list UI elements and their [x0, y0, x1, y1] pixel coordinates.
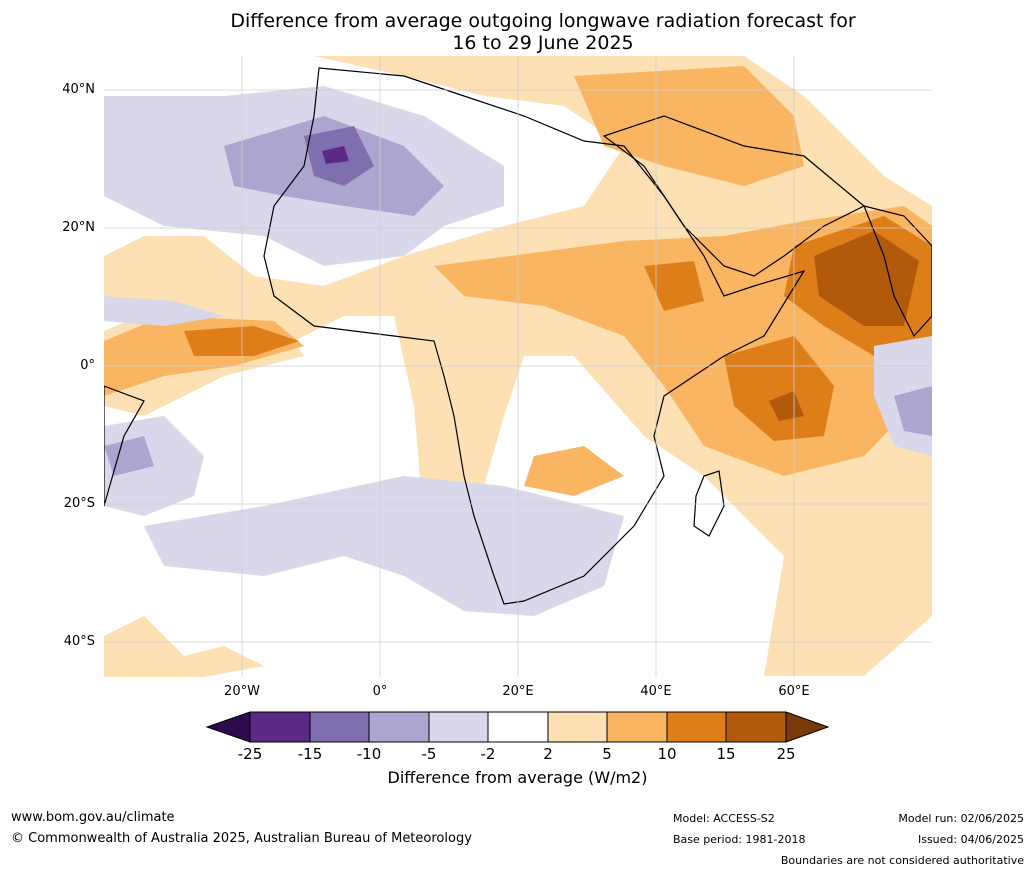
anomaly-region-neg5 [894, 386, 932, 436]
lon-label-60e: 60°E [778, 684, 810, 699]
colorbar-tick: -15 [297, 745, 323, 763]
lat-label-40n: 40°N [62, 82, 95, 97]
colorbar-tick: -25 [237, 745, 263, 763]
lat-label-0: 0° [80, 358, 95, 373]
colorbar-tick: 15 [716, 745, 736, 763]
colorbar-segment-neutral [488, 712, 548, 742]
graticule [104, 56, 932, 677]
colorbar-segment-pos5 [607, 712, 667, 742]
colorbar-tick: -5 [421, 745, 437, 763]
colorbar-tick: 5 [602, 745, 612, 763]
boundaries-note: Boundaries are not considered authoritat… [780, 854, 1024, 867]
title-line-2: 16 to 29 June 2025 [452, 32, 634, 54]
colorbar-segment-neg2 [429, 712, 488, 742]
copyright-text: © Commonwealth of Australia 2025, Austra… [11, 831, 472, 846]
colorbar-extend-right [786, 712, 828, 742]
model-run-date: Model run: 02/06/2025 [898, 812, 1024, 825]
bom-url-link[interactable]: www.bom.gov.au/climate [11, 810, 175, 825]
anomaly-region-pos15 [769, 391, 804, 421]
lat-label-20n: 20°N [62, 220, 95, 235]
base-period: Base period: 1981-2018 [673, 833, 806, 846]
anomaly-region-pos10 [184, 326, 299, 356]
negative-anomaly-layer [104, 86, 932, 616]
south-america-outline [104, 385, 145, 507]
india-outline [863, 205, 932, 338]
anomaly-region-neg2 [144, 476, 624, 616]
lon-label-20w: 20°W [224, 684, 260, 699]
colorbar-tick: -2 [480, 745, 496, 763]
title-line-1: Difference from average outgoing longwav… [230, 10, 856, 32]
map-canvas [104, 56, 932, 677]
colorbar-tick: 25 [776, 745, 796, 763]
colorbar-extend-left [207, 712, 250, 742]
colorbar-title: Difference from average (W/m2) [387, 768, 648, 787]
anomaly-region-neg15 [322, 146, 349, 164]
madagascar-outline [693, 470, 725, 537]
arabia-outline [602, 115, 866, 277]
forecast-map [104, 56, 932, 677]
africa-outline [263, 67, 806, 605]
anomaly-region-neg2 [104, 296, 224, 326]
coastline-layer [104, 67, 932, 605]
lon-label-20e: 20°E [502, 684, 534, 699]
colorbar-tick: -10 [356, 745, 382, 763]
anomaly-region-pos15 [814, 231, 919, 326]
map-title: Difference from average outgoing longwav… [0, 10, 1035, 54]
anomaly-region-pos5 [524, 446, 624, 496]
colorbar-segment-pos15 [726, 712, 786, 742]
colorbar-segment-neg5 [369, 712, 429, 742]
colorbar [205, 711, 830, 743]
colorbar-tick: 10 [657, 745, 677, 763]
lat-label-40s: 40°S [63, 634, 95, 649]
anomaly-region-pos2 [104, 616, 264, 677]
anomaly-region-pos10 [724, 336, 834, 441]
lon-label-40e: 40°E [640, 684, 672, 699]
lat-label-20s: 20°S [63, 496, 95, 511]
lon-label-0: 0° [372, 684, 388, 699]
colorbar-segment-pos10 [667, 712, 726, 742]
colorbar-segment-pos2 [548, 712, 607, 742]
colorbar-tick: 2 [543, 745, 553, 763]
colorbar-segment-neg15 [250, 712, 310, 742]
issued-date: Issued: 04/06/2025 [917, 833, 1024, 846]
anomaly-region-neg5 [104, 436, 154, 476]
anomaly-region-pos10 [644, 261, 704, 311]
colorbar-segment-neg10 [310, 712, 369, 742]
model-name: Model: ACCESS-S2 [673, 812, 775, 825]
